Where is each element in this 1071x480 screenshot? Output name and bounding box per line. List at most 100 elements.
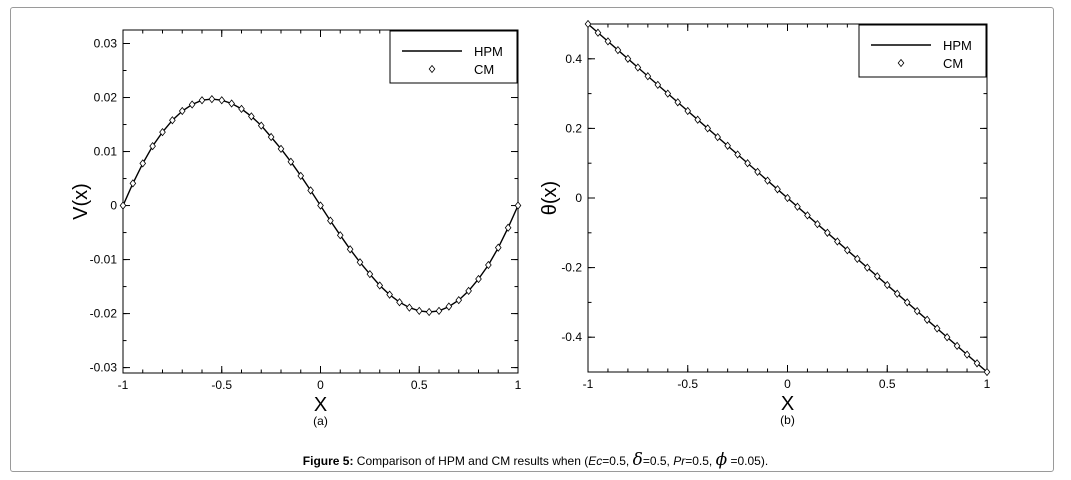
y-tick-label: 0.02 [94, 91, 118, 105]
data-point-cm [129, 179, 137, 188]
data-point-cm [674, 98, 682, 107]
data-point-cm [169, 116, 176, 125]
data-point-cm [366, 270, 374, 279]
data-point-cm [624, 54, 632, 63]
data-point-cm [744, 159, 751, 168]
legend-box [858, 24, 987, 78]
data-point-cm [834, 237, 841, 246]
y-tick-label: -0.4 [561, 330, 582, 344]
y-tick-label: 0 [575, 191, 582, 205]
data-point-cm [327, 216, 334, 225]
caption-pr-label: Pr [673, 454, 686, 468]
data-point-cm [923, 315, 931, 324]
data-point-cm [724, 141, 731, 150]
x-axis-title: X [781, 393, 794, 415]
data-point-cm [893, 289, 901, 298]
y-tick-label: -0.03 [90, 361, 118, 375]
data-point-cm [445, 302, 453, 311]
panel-sublabel: (a) [313, 414, 328, 428]
data-point-cm [277, 144, 285, 153]
legend: HPM CM [858, 24, 987, 78]
x-tick-label: 1 [515, 378, 522, 392]
data-point-cm [287, 157, 295, 166]
data-point-cm [774, 185, 781, 194]
data-point-cm [435, 306, 443, 316]
data-point-cm [694, 115, 702, 124]
data-point-cm [149, 141, 156, 151]
data-point-cm [764, 176, 771, 185]
data-point-cm [475, 274, 482, 284]
x-tick-label: -1 [118, 378, 129, 392]
data-point-cm [873, 272, 881, 281]
legend-label-hpm: HPM [943, 38, 972, 53]
data-point-cm [346, 245, 354, 254]
chart-panel-a: -1 -0.5 0 0.5 1 -0.03 -0.02 -0.01 0 0.01 0.02 0.03 X… [70, 29, 522, 428]
panel-sublabel: (b) [780, 413, 795, 427]
data-point-cm [784, 193, 791, 203]
data-point-cm [455, 295, 463, 305]
caption-delta-symbol: δ [632, 450, 643, 470]
data-point-cm [754, 167, 761, 177]
data-point-cm [336, 231, 344, 240]
y-tick-label: -0.01 [90, 253, 118, 267]
data-point-cm [584, 19, 592, 29]
data-point-cm [504, 223, 512, 232]
data-point-cm [933, 324, 941, 333]
data-point-cm [943, 333, 951, 342]
data-point-cm [218, 96, 226, 105]
data-point-cm [594, 28, 602, 37]
data-point-cm [119, 201, 127, 210]
y-tick-label: 0 [110, 199, 117, 213]
x-tick-label: -0.5 [211, 378, 232, 392]
data-point-cm [794, 202, 801, 211]
figure-charts: -1 -0.5 0 0.5 1 -0.03 -0.02 -0.01 0 0.01 0.02 0.03 X… [70, 19, 991, 428]
data-point-cm [704, 124, 712, 133]
data-point-cm [963, 350, 971, 359]
x-tick-label: 0 [317, 378, 324, 392]
data-point-cm [425, 307, 433, 317]
data-point-cm [297, 171, 305, 180]
caption-text: Comparison of HPM and CM results when ( [353, 454, 589, 468]
data-point-cm [396, 298, 403, 307]
data-point-cm [198, 96, 206, 105]
data-point-cm [159, 127, 166, 137]
data-point-cm [139, 159, 147, 168]
data-point-cm [415, 306, 423, 316]
data-point-cm [238, 104, 245, 114]
legend-label-cm: CM [943, 56, 963, 71]
data-point-cm [854, 254, 861, 264]
x-tick-label: -0.5 [677, 377, 698, 391]
data-point-cm [664, 89, 672, 98]
data-point-cm [317, 201, 324, 210]
x-tick-label: 0.5 [411, 378, 428, 392]
x-tick-label: 0 [784, 377, 791, 391]
data-point-cm [973, 359, 981, 368]
caption-delta-value: =0.5, [642, 454, 674, 468]
data-point-cm [814, 219, 821, 229]
chart-panel-b: -1 -0.5 0 0.5 1 -0.4 -0.2 0 0.2 0.4 X(b) θ(x) HPM CM [539, 19, 991, 427]
data-point-cm [734, 150, 741, 159]
caption-ec-value: =0.5, [602, 454, 633, 468]
y-tick-label: -0.2 [561, 261, 582, 275]
legend-label-cm: CM [474, 62, 494, 77]
data-point-cm [863, 263, 871, 272]
y-tick-label: 0.2 [565, 121, 582, 135]
data-point-cm [485, 260, 492, 270]
data-point-cm [307, 186, 314, 195]
legend-marker-swatch [897, 58, 905, 68]
data-point-cm [356, 258, 364, 267]
data-point-cm [614, 45, 622, 55]
figure-frame [10, 7, 1054, 472]
x-axis-title: X [314, 394, 327, 416]
data-point-cm [903, 298, 911, 307]
caption-pr-value: =0.5, [685, 454, 716, 468]
legend-box [389, 30, 518, 84]
x-tick-label: -1 [583, 377, 594, 391]
data-point-cm [634, 63, 642, 72]
y-tick-label: 0.4 [565, 52, 582, 66]
caption-phi-value: =0.05). [727, 454, 769, 468]
x-tick-label: 1 [984, 377, 991, 391]
y-axis-title: θ(x) [539, 181, 561, 215]
y-tick-label: -0.02 [90, 307, 118, 321]
legend-label-hpm: HPM [474, 44, 503, 59]
